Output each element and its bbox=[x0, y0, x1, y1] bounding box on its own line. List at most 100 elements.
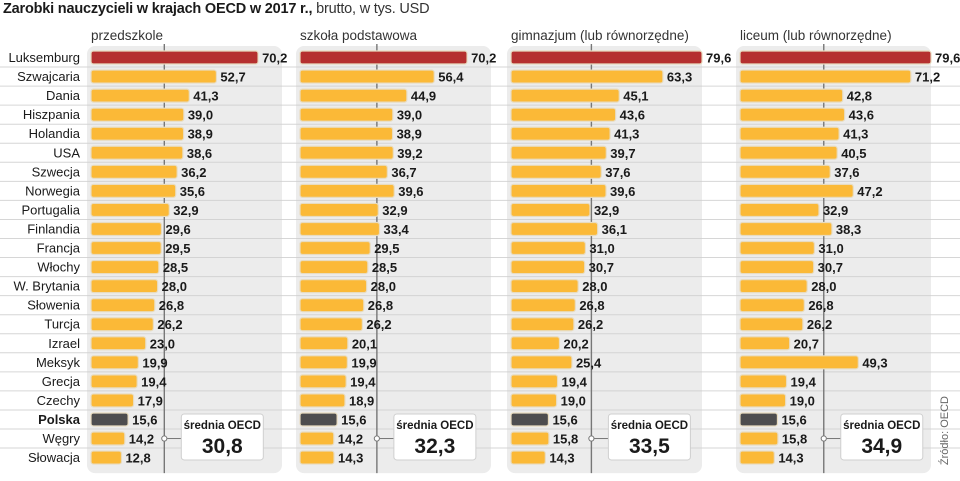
bar bbox=[510, 431, 550, 446]
bar bbox=[299, 126, 394, 141]
data-label: 39,2 bbox=[397, 146, 422, 161]
category-label: Słowenia bbox=[27, 298, 81, 313]
data-label: 14,3 bbox=[549, 451, 574, 466]
category-label: USA bbox=[53, 145, 80, 160]
average-label: średnia OECD bbox=[396, 420, 473, 432]
average-label: średnia OECD bbox=[611, 420, 688, 432]
average-value: 30,8 bbox=[202, 435, 243, 458]
category-label: Meksyk bbox=[36, 355, 81, 370]
bar bbox=[90, 412, 129, 427]
data-label: 43,6 bbox=[620, 108, 645, 123]
data-label: 26,2 bbox=[578, 317, 603, 332]
bar bbox=[510, 336, 561, 351]
bar bbox=[90, 107, 185, 122]
bar bbox=[510, 126, 611, 141]
data-label: 70,2 bbox=[262, 51, 287, 66]
category-label: Portugalia bbox=[21, 202, 80, 217]
data-label: 28,5 bbox=[372, 260, 397, 275]
data-label: 19,4 bbox=[350, 374, 376, 389]
bar bbox=[299, 374, 347, 389]
data-label: 17,9 bbox=[138, 393, 163, 408]
data-label: 15,8 bbox=[553, 432, 578, 447]
data-label: 25,4 bbox=[576, 355, 602, 370]
average-box bbox=[180, 413, 264, 461]
bar bbox=[739, 88, 844, 103]
bar bbox=[510, 145, 607, 160]
data-label: 15,6 bbox=[132, 412, 157, 427]
data-label: 19,0 bbox=[561, 393, 586, 408]
data-label: 20,7 bbox=[794, 336, 819, 351]
data-label: 14,3 bbox=[338, 451, 363, 466]
category-label: Dania bbox=[46, 88, 81, 103]
category-label: W. Brytania bbox=[14, 279, 81, 294]
data-label: 14,3 bbox=[778, 451, 803, 466]
bar bbox=[299, 393, 346, 408]
source-note: Źródło: OECD bbox=[938, 396, 951, 465]
bar bbox=[90, 145, 184, 160]
bar bbox=[739, 336, 791, 351]
bar bbox=[299, 431, 335, 446]
data-label: 56,4 bbox=[438, 70, 464, 85]
data-label: 36,2 bbox=[181, 165, 206, 180]
bar bbox=[299, 69, 435, 84]
data-label: 23,0 bbox=[150, 336, 175, 351]
chart-title: Zarobki nauczycieli w krajach OECD w 201… bbox=[3, 1, 430, 17]
bar bbox=[739, 393, 787, 408]
data-label: 39,6 bbox=[398, 184, 423, 199]
bar bbox=[739, 126, 840, 141]
data-label: 39,0 bbox=[397, 108, 422, 123]
bar bbox=[510, 374, 559, 389]
data-label: 18,9 bbox=[349, 393, 374, 408]
average-marker bbox=[161, 435, 168, 442]
data-label: 26,2 bbox=[807, 317, 832, 332]
panel-title: szkoła podstawowa bbox=[300, 28, 418, 43]
bar bbox=[510, 298, 576, 313]
average-box bbox=[393, 413, 477, 461]
data-label: 45,1 bbox=[623, 89, 648, 104]
bar bbox=[739, 50, 932, 65]
average-label: średnia OECD bbox=[184, 420, 261, 432]
data-label: 71,2 bbox=[915, 70, 940, 85]
data-label: 29,6 bbox=[165, 222, 190, 237]
bar bbox=[739, 279, 808, 294]
data-label: 35,6 bbox=[180, 184, 205, 199]
category-label: Holandia bbox=[29, 126, 81, 141]
data-label: 26,8 bbox=[579, 298, 604, 313]
bar bbox=[739, 107, 846, 122]
data-label: 28,5 bbox=[163, 260, 188, 275]
panel-title: przedszkole bbox=[91, 28, 163, 43]
bar bbox=[739, 221, 833, 237]
category-label: Czechy bbox=[37, 393, 81, 408]
bar bbox=[739, 183, 854, 198]
data-label: 19,0 bbox=[790, 393, 815, 408]
category-label: Włochy bbox=[37, 260, 80, 275]
data-label: 29,5 bbox=[374, 241, 399, 256]
bar bbox=[299, 164, 388, 179]
bar bbox=[739, 450, 775, 465]
data-label: 70,2 bbox=[471, 51, 496, 66]
bar bbox=[90, 69, 218, 84]
bar bbox=[90, 259, 160, 275]
data-label: 28,0 bbox=[162, 279, 187, 294]
data-label: 42,8 bbox=[847, 89, 872, 104]
data-label: 19,9 bbox=[351, 355, 376, 370]
data-label: 32,9 bbox=[823, 203, 848, 218]
bar bbox=[739, 355, 859, 370]
panel-title: liceum (lub równorzędne) bbox=[740, 28, 892, 43]
data-label: 43,6 bbox=[849, 108, 874, 123]
bar bbox=[739, 202, 820, 218]
bar bbox=[299, 145, 394, 160]
bar bbox=[510, 317, 575, 332]
bar bbox=[739, 164, 831, 179]
average-label: średnia OECD bbox=[843, 420, 920, 432]
data-label: 19,4 bbox=[562, 374, 588, 389]
bar bbox=[90, 88, 190, 103]
bar bbox=[739, 412, 779, 427]
bar bbox=[510, 393, 558, 408]
bar bbox=[299, 107, 394, 122]
data-label: 30,7 bbox=[589, 260, 614, 275]
average-value: 33,5 bbox=[629, 435, 670, 458]
data-label: 41,3 bbox=[193, 89, 218, 104]
bar bbox=[510, 240, 587, 256]
data-label: 30,7 bbox=[818, 260, 843, 275]
